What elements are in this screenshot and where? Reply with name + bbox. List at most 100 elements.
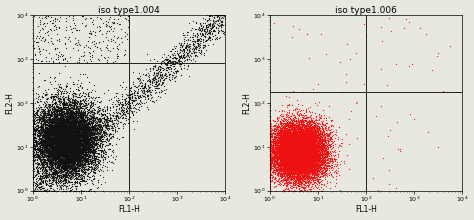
Point xyxy=(310,146,318,150)
Point xyxy=(109,61,117,64)
Point xyxy=(57,114,65,117)
Point xyxy=(73,133,81,136)
Point xyxy=(61,166,69,170)
Point xyxy=(82,139,89,143)
Point xyxy=(71,134,79,138)
Point xyxy=(52,120,59,123)
Point xyxy=(63,101,70,104)
Point xyxy=(306,135,314,138)
Point xyxy=(303,160,311,164)
Point xyxy=(302,162,310,166)
Point xyxy=(307,168,314,172)
Point xyxy=(91,116,98,119)
Point xyxy=(328,134,336,138)
Point xyxy=(324,152,332,156)
Point xyxy=(121,99,128,103)
Point xyxy=(301,156,309,159)
Point xyxy=(55,126,63,130)
Point xyxy=(59,94,67,97)
Point xyxy=(281,160,288,163)
Point xyxy=(72,101,79,104)
Point xyxy=(301,161,309,165)
Point xyxy=(278,146,286,150)
Point xyxy=(292,156,299,160)
Point xyxy=(64,141,71,145)
Point xyxy=(47,158,55,162)
Point xyxy=(67,124,75,128)
Point xyxy=(302,152,310,155)
Point xyxy=(55,119,63,123)
Point xyxy=(311,166,319,170)
Point xyxy=(44,129,52,132)
Point xyxy=(72,103,79,107)
Point xyxy=(29,116,36,119)
Point xyxy=(285,161,292,165)
Point xyxy=(293,136,301,139)
Point xyxy=(297,157,305,161)
Point xyxy=(53,130,60,133)
Point xyxy=(295,150,303,154)
Point xyxy=(290,164,298,168)
Point xyxy=(45,162,52,166)
Point xyxy=(79,98,86,102)
Point xyxy=(303,163,311,166)
Point xyxy=(50,126,58,130)
Point xyxy=(309,152,316,155)
Point xyxy=(277,174,284,178)
Point xyxy=(87,129,95,132)
Point xyxy=(51,92,59,95)
Point xyxy=(41,154,48,158)
Point xyxy=(301,153,309,156)
Point xyxy=(294,170,302,174)
Point xyxy=(274,172,282,176)
Point xyxy=(138,89,146,93)
Point xyxy=(282,165,289,169)
Point xyxy=(283,150,291,154)
Point xyxy=(130,92,137,95)
Point xyxy=(293,111,301,114)
Point xyxy=(296,150,303,154)
Point xyxy=(303,169,310,172)
Point xyxy=(30,155,37,158)
Point xyxy=(302,164,310,167)
Point xyxy=(71,97,79,101)
Point xyxy=(307,116,315,120)
Point xyxy=(310,150,318,154)
Point xyxy=(78,130,85,133)
Point xyxy=(36,132,44,136)
Point xyxy=(293,156,301,160)
Point xyxy=(82,159,89,162)
Point xyxy=(296,140,303,144)
Point xyxy=(69,139,77,143)
Point xyxy=(85,154,93,158)
Point xyxy=(81,145,88,148)
Point xyxy=(284,113,292,117)
Point xyxy=(289,135,297,138)
Point xyxy=(72,159,79,162)
Point xyxy=(46,143,54,146)
Point xyxy=(314,161,322,165)
Point xyxy=(55,151,63,154)
Point xyxy=(281,136,289,139)
Point xyxy=(292,155,300,159)
Point xyxy=(89,150,96,153)
Point xyxy=(266,148,273,152)
Point xyxy=(56,149,64,152)
Point xyxy=(268,144,275,147)
Point xyxy=(301,160,309,163)
Point xyxy=(293,143,301,147)
Point xyxy=(68,159,76,162)
Point xyxy=(299,159,307,162)
Point xyxy=(279,163,287,167)
Point xyxy=(294,174,301,177)
Point xyxy=(44,158,51,162)
Point xyxy=(50,113,58,117)
Point xyxy=(41,171,49,174)
Point xyxy=(296,137,303,140)
Point xyxy=(60,116,67,120)
Point xyxy=(313,127,320,130)
Point xyxy=(294,120,302,124)
Point xyxy=(91,154,99,158)
Point xyxy=(309,165,317,169)
Point xyxy=(301,141,308,145)
